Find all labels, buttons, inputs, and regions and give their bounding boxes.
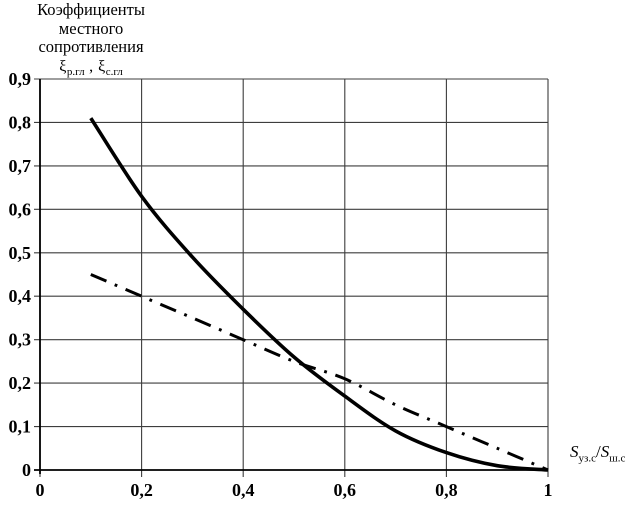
y-tick-label: 0,2 xyxy=(9,373,32,393)
y-tick-label: 0,1 xyxy=(9,417,32,437)
chart-title: Коэффициенты местного сопротивления ξр.г… xyxy=(15,0,167,81)
y-axis-symbols: ξр.гл , ξс.гл xyxy=(59,57,123,78)
y-tick-label: 0,8 xyxy=(9,112,32,132)
x-tick-label: 1 xyxy=(544,480,553,500)
x-tick-label: 0,4 xyxy=(232,480,255,500)
xi-r-gl-solid-curve xyxy=(89,117,549,472)
x-tick-label: 0,8 xyxy=(435,480,458,500)
x-tick-label: 0,2 xyxy=(130,480,153,500)
y-tick-label: 0 xyxy=(22,460,31,480)
y-tick-label: 0,6 xyxy=(9,199,32,219)
y-tick-label: 0,4 xyxy=(9,286,32,306)
x-tick-label: 0 xyxy=(36,480,45,500)
y-tick-label: 0,7 xyxy=(9,156,32,176)
xi-s-gl-dash-dot-curve xyxy=(90,273,549,472)
title-line-1: Коэффициенты xyxy=(37,0,145,19)
title-line-3: сопротивления xyxy=(38,37,144,56)
x-axis-label: Sуз.с/Sш.с xyxy=(570,442,626,465)
y-tick-label: 0,5 xyxy=(9,243,32,263)
title-line-2: местного xyxy=(58,18,124,38)
y-tick-label: 0,9 xyxy=(9,69,32,89)
y-tick-label: 0,3 xyxy=(9,330,32,350)
x-tick-label: 0,6 xyxy=(334,480,357,500)
